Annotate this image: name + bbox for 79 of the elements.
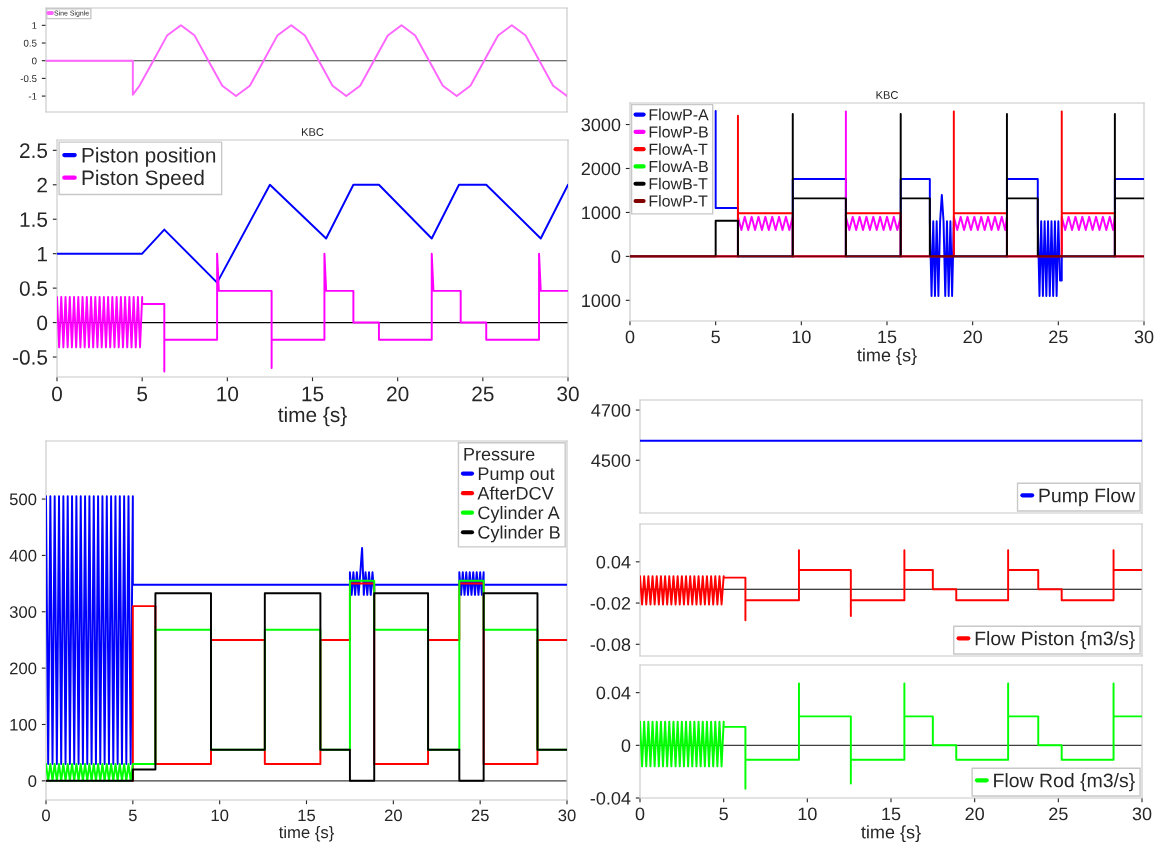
legend-label: FlowP-A (649, 108, 709, 121)
y-tick-label: -0.02 (590, 597, 631, 610)
y-tick-label: 0 (28, 775, 37, 788)
x-tick-label: 15 (302, 386, 324, 402)
legend-label: FlowP-T (649, 195, 708, 207)
x-axis-title: time {s} (861, 825, 921, 843)
x-tick-label: 20 (387, 386, 409, 402)
legend-label: FlowP-B (649, 125, 708, 138)
x-tick-label: 30 (1132, 807, 1152, 821)
y-tick-label: 0.04 (596, 555, 631, 569)
y-tick-label: 1000 (582, 206, 621, 220)
legend-label: Flow Piston {m3/s} (975, 631, 1135, 650)
x-tick-label: 0 (635, 807, 645, 821)
x-axis-title: time {s} (278, 825, 334, 842)
y-tick-label: 500 (9, 493, 37, 506)
x-tick-label: 10 (792, 330, 811, 344)
y-tick-label: 0.5 (23, 39, 37, 47)
y-tick-label: 2000 (581, 162, 621, 176)
y-tick-label: 0 (37, 315, 48, 331)
x-tick-label: 0 (52, 386, 62, 402)
x-tick-label: 20 (963, 330, 982, 344)
x-axis-title: time {s} (857, 348, 917, 366)
y-tick-label: 200 (10, 662, 37, 675)
legend-label: Pump out (478, 467, 555, 484)
x-tick-label: 5 (719, 807, 728, 821)
chart-title: KBC (301, 128, 324, 136)
x-tick-label: 5 (137, 386, 148, 402)
x-tick-label: 15 (882, 807, 901, 821)
x-tick-label: 15 (298, 809, 316, 822)
x-tick-label: 30 (557, 386, 579, 402)
legend-label: AfterDCV (477, 486, 554, 500)
y-tick-label: 1000 (582, 294, 621, 308)
x-tick-label: 20 (384, 809, 402, 822)
chart-title: KBC (876, 91, 898, 99)
y-tick-label: 0.04 (596, 686, 631, 700)
x-tick-label: 10 (211, 809, 229, 822)
x-tick-label: 10 (217, 386, 239, 402)
x-tick-label: 25 (1049, 807, 1068, 821)
legend-label: FlowA-B (649, 160, 708, 173)
y-tick-label: 2.5 (20, 143, 48, 159)
y-tick-label: 300 (9, 606, 37, 618)
y-tick-label: 3000 (581, 118, 621, 132)
x-tick-label: 5 (711, 330, 720, 344)
legend-label: FlowA-T (649, 143, 708, 155)
legend-label: Piston Speed (82, 169, 204, 190)
y-tick-label: 0 (31, 57, 37, 65)
y-tick-label: 400 (9, 549, 37, 562)
legend-label: FlowB-T (649, 177, 708, 190)
y-tick-label: 4700 (591, 403, 631, 417)
y-tick-label: -0.5 (13, 350, 48, 365)
y-tick-label: 100 (10, 718, 37, 731)
legend-label: Cylinder B (478, 525, 560, 543)
x-tick-label: 20 (965, 807, 984, 821)
x-tick-label: 30 (558, 809, 576, 822)
legend-label: Cylinder A (478, 505, 560, 523)
legend-label: Flow Rod {m3/s} (994, 773, 1135, 792)
legend-label: Piston position (82, 147, 216, 167)
y-tick-label: 0.5 (19, 281, 48, 296)
x-tick-label: 15 (878, 330, 897, 344)
y-tick-label: 1 (37, 246, 47, 262)
y-tick-label: 0 (611, 250, 621, 264)
x-tick-label: 25 (1049, 330, 1068, 344)
y-tick-label: -0.04 (590, 791, 631, 805)
y-tick-label: -0.08 (590, 638, 631, 652)
legend-title: Pressure (464, 447, 535, 461)
y-tick-label: 1 (32, 22, 37, 29)
x-axis-title: time {s} (278, 406, 347, 427)
x-tick-label: 25 (471, 809, 489, 822)
y-tick-label: -1 (28, 92, 37, 100)
y-tick-label: 4500 (591, 454, 631, 467)
y-tick-label: 2 (37, 177, 47, 193)
x-tick-label: 30 (1134, 330, 1154, 344)
x-tick-label: 5 (128, 809, 137, 822)
y-tick-label: 1.5 (20, 212, 48, 227)
y-tick-label: 0 (621, 739, 631, 753)
x-tick-label: 25 (472, 386, 494, 402)
y-tick-label: -0.5 (20, 75, 37, 83)
x-tick-label: 10 (798, 807, 817, 821)
legend-label: Pump Flow (1039, 488, 1136, 507)
